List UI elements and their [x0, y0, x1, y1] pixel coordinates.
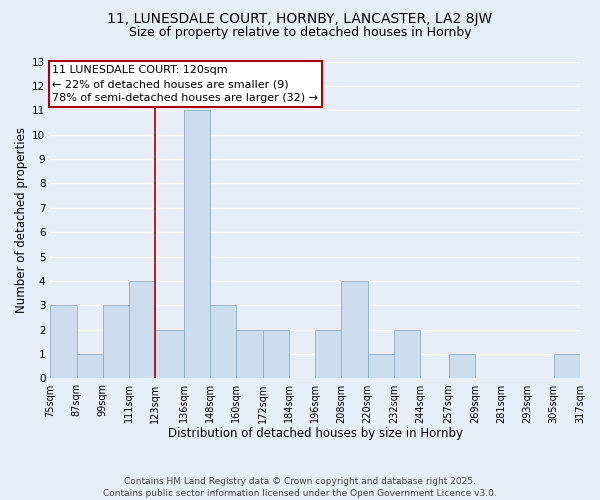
- Bar: [236, 330, 263, 378]
- Bar: [50, 306, 77, 378]
- Bar: [394, 330, 420, 378]
- Bar: [315, 330, 341, 378]
- X-axis label: Distribution of detached houses by size in Hornby: Distribution of detached houses by size …: [167, 427, 463, 440]
- Bar: [341, 281, 368, 378]
- Text: Size of property relative to detached houses in Hornby: Size of property relative to detached ho…: [128, 26, 472, 39]
- Bar: [184, 110, 210, 378]
- Text: Contains HM Land Registry data © Crown copyright and database right 2025.
Contai: Contains HM Land Registry data © Crown c…: [103, 476, 497, 498]
- Text: 11 LUNESDALE COURT: 120sqm
← 22% of detached houses are smaller (9)
78% of semi-: 11 LUNESDALE COURT: 120sqm ← 22% of deta…: [52, 65, 319, 103]
- Bar: [449, 354, 475, 378]
- Bar: [554, 354, 580, 378]
- Bar: [103, 306, 129, 378]
- Bar: [210, 306, 236, 378]
- Bar: [368, 354, 394, 378]
- Bar: [263, 330, 289, 378]
- Bar: [77, 354, 103, 378]
- Text: 11, LUNESDALE COURT, HORNBY, LANCASTER, LA2 8JW: 11, LUNESDALE COURT, HORNBY, LANCASTER, …: [107, 12, 493, 26]
- Y-axis label: Number of detached properties: Number of detached properties: [15, 127, 28, 313]
- Bar: [155, 330, 184, 378]
- Bar: [129, 281, 155, 378]
